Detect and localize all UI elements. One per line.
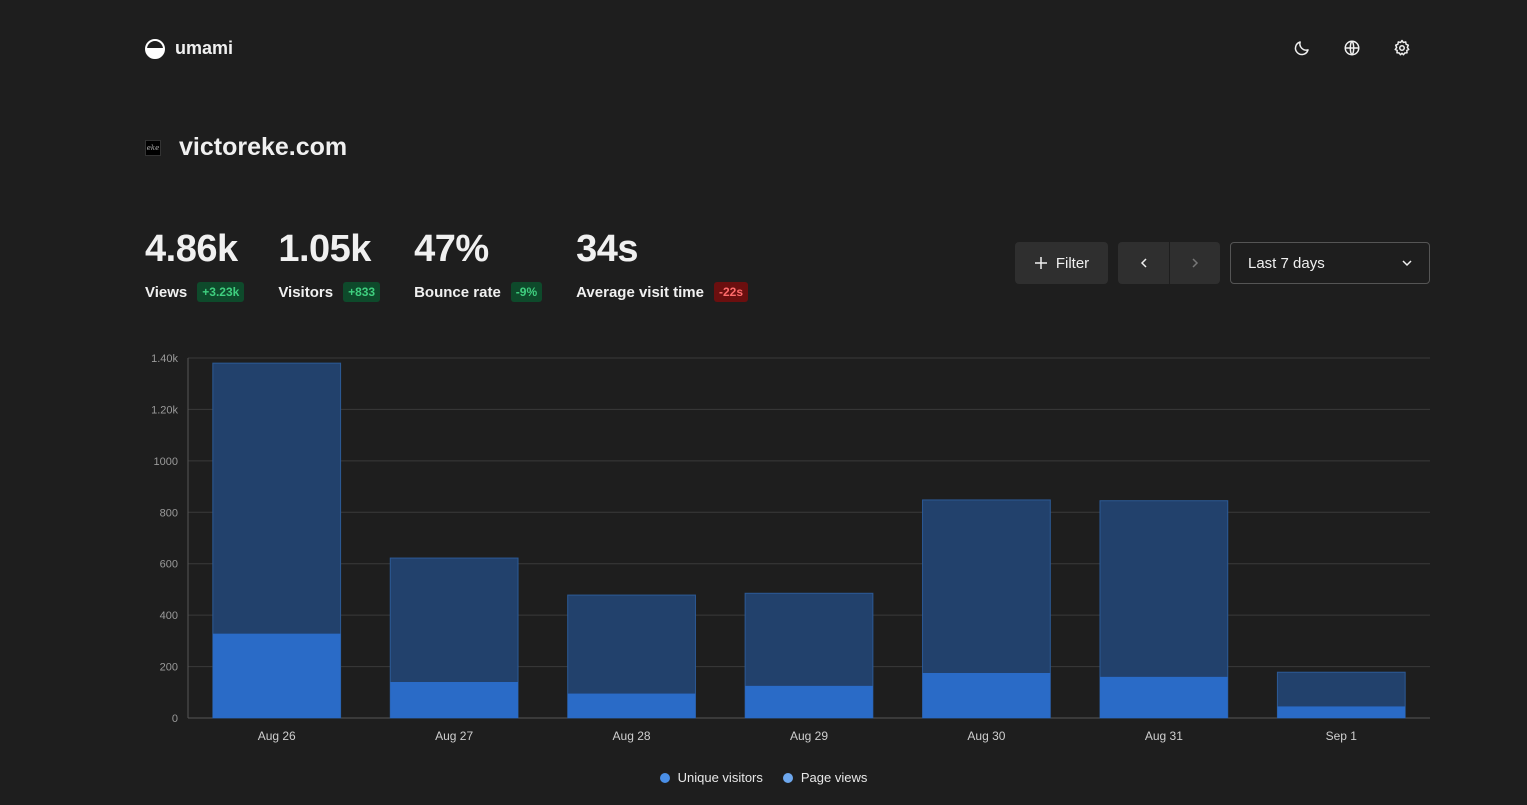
- previous-range-button[interactable]: [1118, 242, 1169, 284]
- chevron-down-icon: [1402, 260, 1412, 267]
- legend-item-pageviews[interactable]: Page views: [782, 770, 868, 785]
- app-name: umami: [175, 38, 234, 58]
- change-badge: +833: [343, 282, 381, 302]
- metric-label: Views: [145, 283, 188, 301]
- date-range-value: Last 7 days: [1248, 254, 1325, 272]
- bar-visitors: [212, 633, 341, 718]
- metric-visit-time: 34s Average visit time -22s: [576, 226, 749, 302]
- legend-label: Unique visitors: [677, 770, 763, 785]
- legend-dot-visitors: [659, 772, 670, 783]
- site-favicon: eke: [145, 139, 161, 156]
- bar-visitors: [390, 682, 519, 718]
- bar-visitors: [567, 693, 696, 718]
- x-tick-label: Aug 27: [435, 729, 473, 743]
- gear-icon[interactable]: [1392, 38, 1412, 58]
- moon-icon[interactable]: [1292, 38, 1312, 58]
- website-header: eke victoreke.com: [145, 133, 347, 162]
- x-tick-label: Aug 30: [967, 729, 1005, 743]
- change-badge: +3.23k: [197, 282, 245, 302]
- metric-visitors: 1.05k Visitors +833: [278, 226, 381, 302]
- x-tick-label: Sep 1: [1326, 729, 1358, 743]
- app-logo[interactable]: umami: [145, 38, 233, 59]
- y-tick-label: 200: [160, 662, 178, 674]
- y-tick-label: 0: [172, 713, 178, 725]
- chevron-left-icon: [1140, 258, 1147, 268]
- x-tick-label: Aug 29: [790, 729, 828, 743]
- x-tick-label: Aug 26: [258, 729, 296, 743]
- top-header: umami: [145, 30, 1430, 66]
- globe-icon[interactable]: [1342, 38, 1362, 58]
- chevron-right-icon: [1192, 258, 1199, 268]
- metric-label: Average visit time: [576, 283, 704, 301]
- bar-visitors: [1099, 676, 1228, 718]
- metric-label: Visitors: [278, 283, 334, 301]
- plus-icon: [1034, 257, 1047, 269]
- metric-value: 34s: [576, 228, 639, 270]
- pageviews-chart: 0 200 400 600 800 1000 1.20k 1.40k Aug 26 Aug 27 A…: [151, 353, 1430, 743]
- date-nav: [1118, 242, 1220, 284]
- x-tick-label: Aug 31: [1145, 729, 1183, 743]
- x-tick-label: Aug 28: [613, 729, 651, 743]
- y-tick-label: 1.20k: [151, 404, 178, 416]
- metric-views: 4.86k Views +3.23k: [145, 226, 245, 302]
- legend-label: Page views: [800, 770, 868, 785]
- change-badge: -9%: [510, 282, 543, 302]
- bar-visitors: [922, 673, 1051, 718]
- metrics-bar: 4.86k Views +3.23k 1.05k Visitors +833 4…: [145, 226, 782, 302]
- umami-logo-icon: [145, 38, 165, 59]
- metric-value: 4.86k: [145, 228, 238, 270]
- chart-legend: Unique visitors Page views: [0, 770, 1527, 785]
- legend-dot-pageviews: [782, 772, 793, 783]
- bar-visitors: [1277, 706, 1406, 718]
- change-badge: -22s: [713, 282, 749, 302]
- date-range-select[interactable]: Last 7 days: [1230, 242, 1430, 284]
- y-tick-label: 600: [160, 559, 178, 571]
- y-tick-label: 1000: [154, 456, 178, 468]
- y-tick-label: 1.40k: [151, 353, 178, 365]
- y-tick-label: 800: [160, 507, 178, 519]
- bar-visitors: [745, 685, 873, 718]
- metric-value: 47%: [414, 228, 489, 270]
- filter-button[interactable]: Filter: [1015, 242, 1108, 284]
- legend-item-visitors[interactable]: Unique visitors: [659, 770, 763, 785]
- metric-value: 1.05k: [278, 228, 371, 270]
- y-tick-label: 400: [160, 610, 178, 622]
- metric-bounce-rate: 47% Bounce rate -9%: [414, 226, 543, 302]
- filter-controls: Filter Last 7 days: [1015, 242, 1430, 284]
- next-range-button[interactable]: [1169, 242, 1220, 284]
- metric-label: Bounce rate: [414, 283, 501, 301]
- site-name: victoreke.com: [179, 133, 348, 161]
- filter-label: Filter: [1055, 254, 1090, 272]
